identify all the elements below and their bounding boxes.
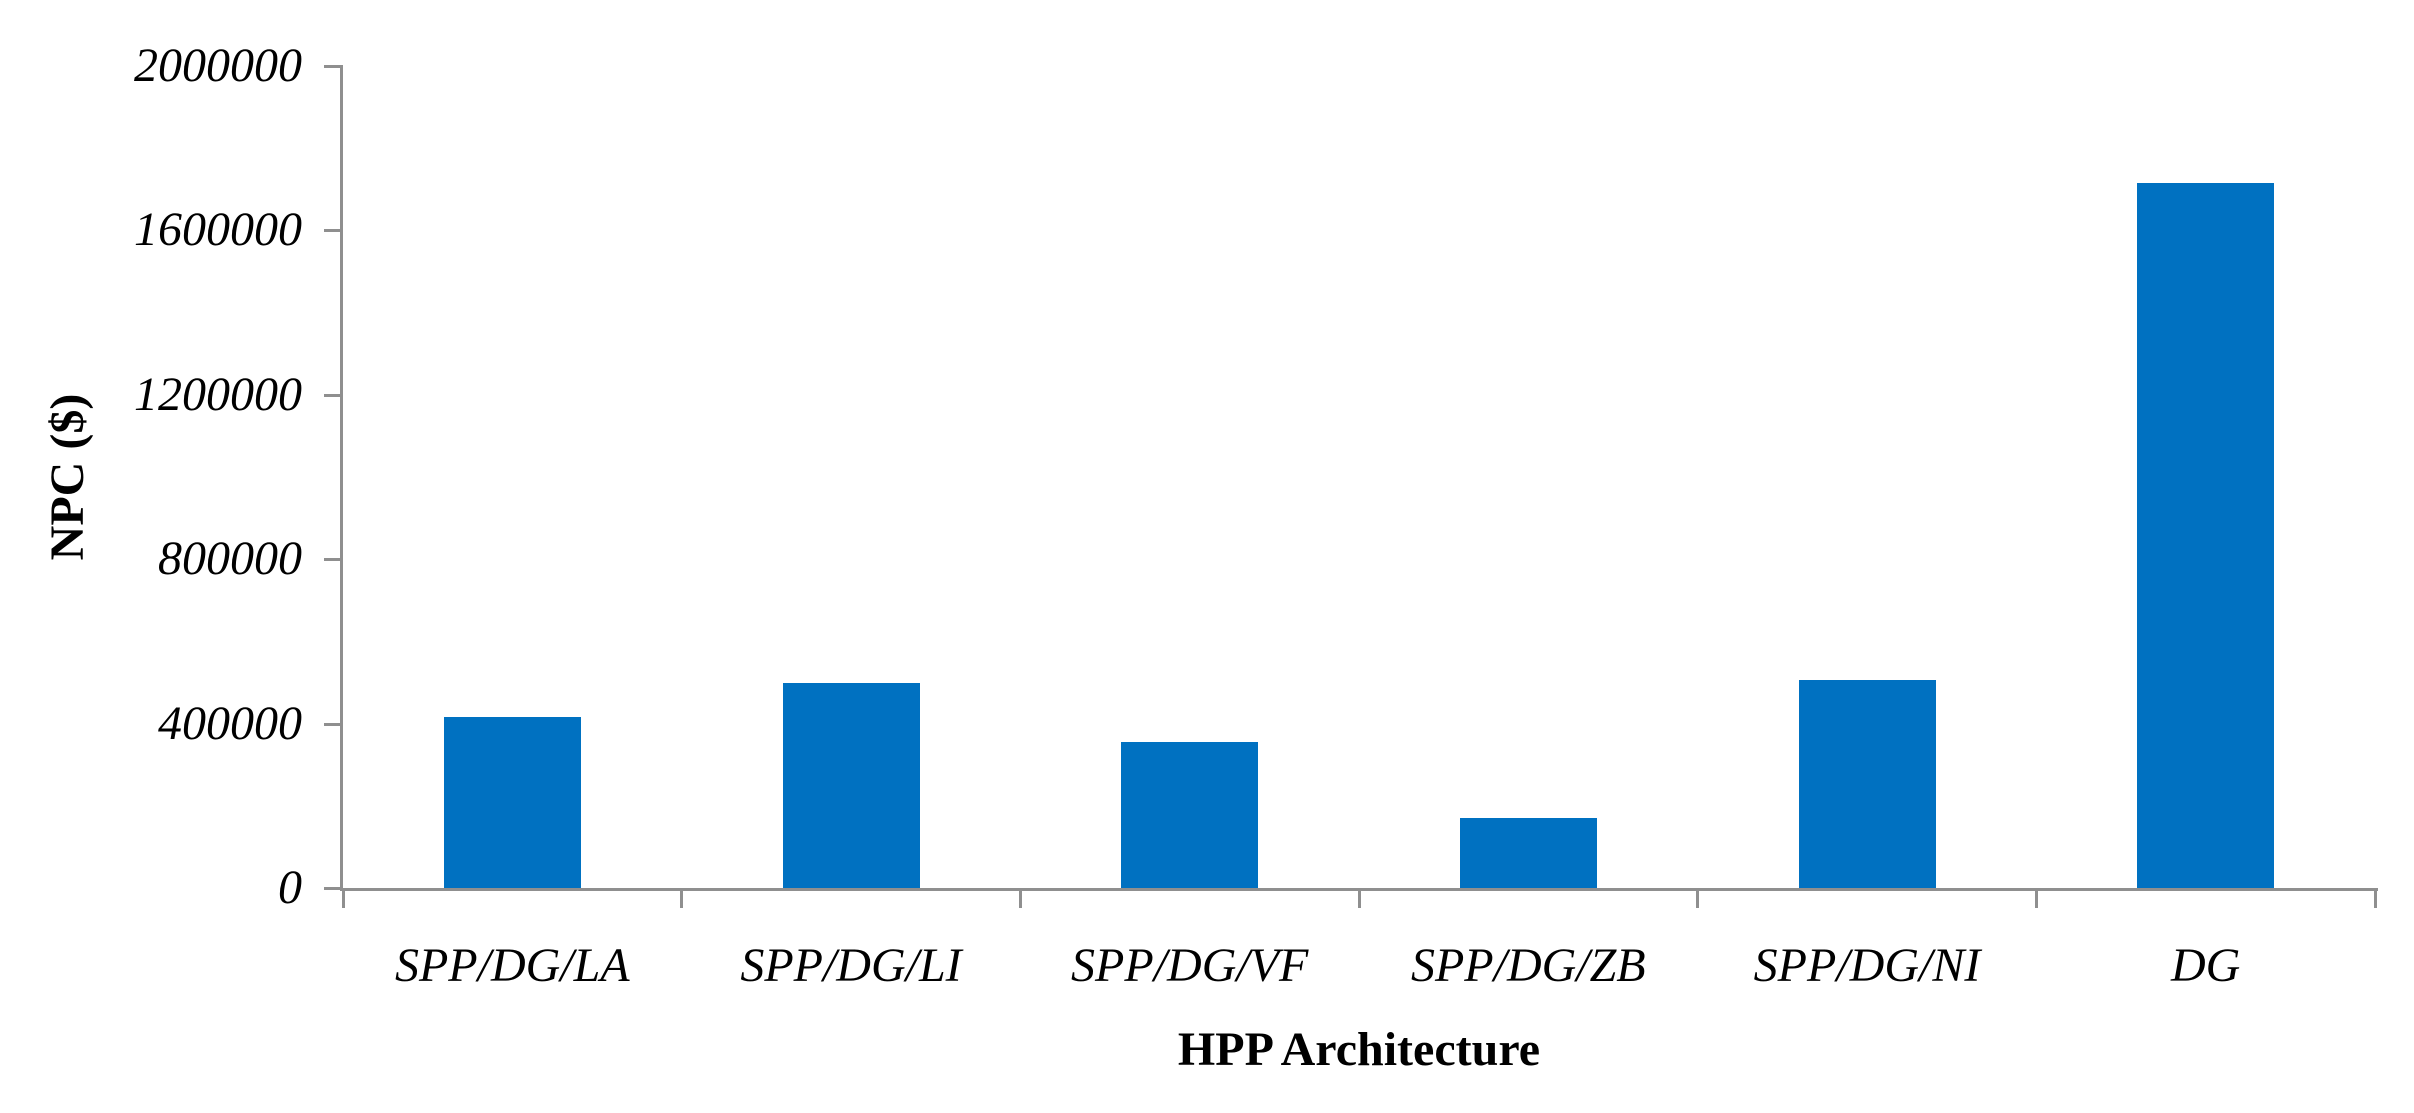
y-tick-label: 1600000 bbox=[134, 203, 302, 257]
x-category-label: SPP/DG/VF bbox=[1071, 939, 1309, 992]
x-category-label: DG bbox=[2171, 939, 2241, 992]
x-tick-mark bbox=[2034, 888, 2038, 908]
x-category-label: SPP/DG/ZB bbox=[1410, 939, 1646, 992]
bar bbox=[1459, 818, 1597, 888]
y-tick-label: 0 bbox=[278, 861, 302, 914]
x-tick-mark bbox=[341, 888, 345, 908]
bar bbox=[1121, 742, 1259, 888]
bar bbox=[782, 682, 920, 888]
x-tick-mark bbox=[2373, 888, 2377, 908]
x-category-label: SPP/DG/LI bbox=[740, 939, 962, 992]
y-tick-label: 400000 bbox=[158, 696, 302, 750]
y-tick-mark bbox=[324, 65, 343, 68]
y-tick-mark bbox=[324, 558, 343, 562]
x-axis-title: HPP Architecture bbox=[1177, 1023, 1541, 1076]
bar bbox=[1798, 680, 1936, 888]
x-tick-mark bbox=[1357, 888, 1361, 908]
bar bbox=[443, 717, 581, 888]
y-tick-label: 1200000 bbox=[134, 367, 302, 421]
y-tick-mark bbox=[324, 229, 343, 233]
x-tick-mark bbox=[680, 888, 684, 908]
y-tick-label: 800000 bbox=[158, 532, 302, 586]
bar bbox=[2137, 183, 2275, 888]
x-tick-mark bbox=[1696, 888, 1700, 908]
y-axis-line bbox=[340, 66, 343, 891]
y-tick-mark bbox=[324, 887, 343, 890]
y-tick-mark bbox=[324, 722, 343, 726]
x-category-label: SPP/DG/LA bbox=[394, 939, 630, 992]
y-tick-label: 2000000 bbox=[134, 39, 302, 92]
y-axis-title: NPC ($) bbox=[41, 393, 94, 561]
y-tick-mark bbox=[324, 393, 343, 397]
x-category-label: SPP/DG/NI bbox=[1753, 939, 1981, 992]
x-tick-mark bbox=[1018, 888, 1022, 908]
